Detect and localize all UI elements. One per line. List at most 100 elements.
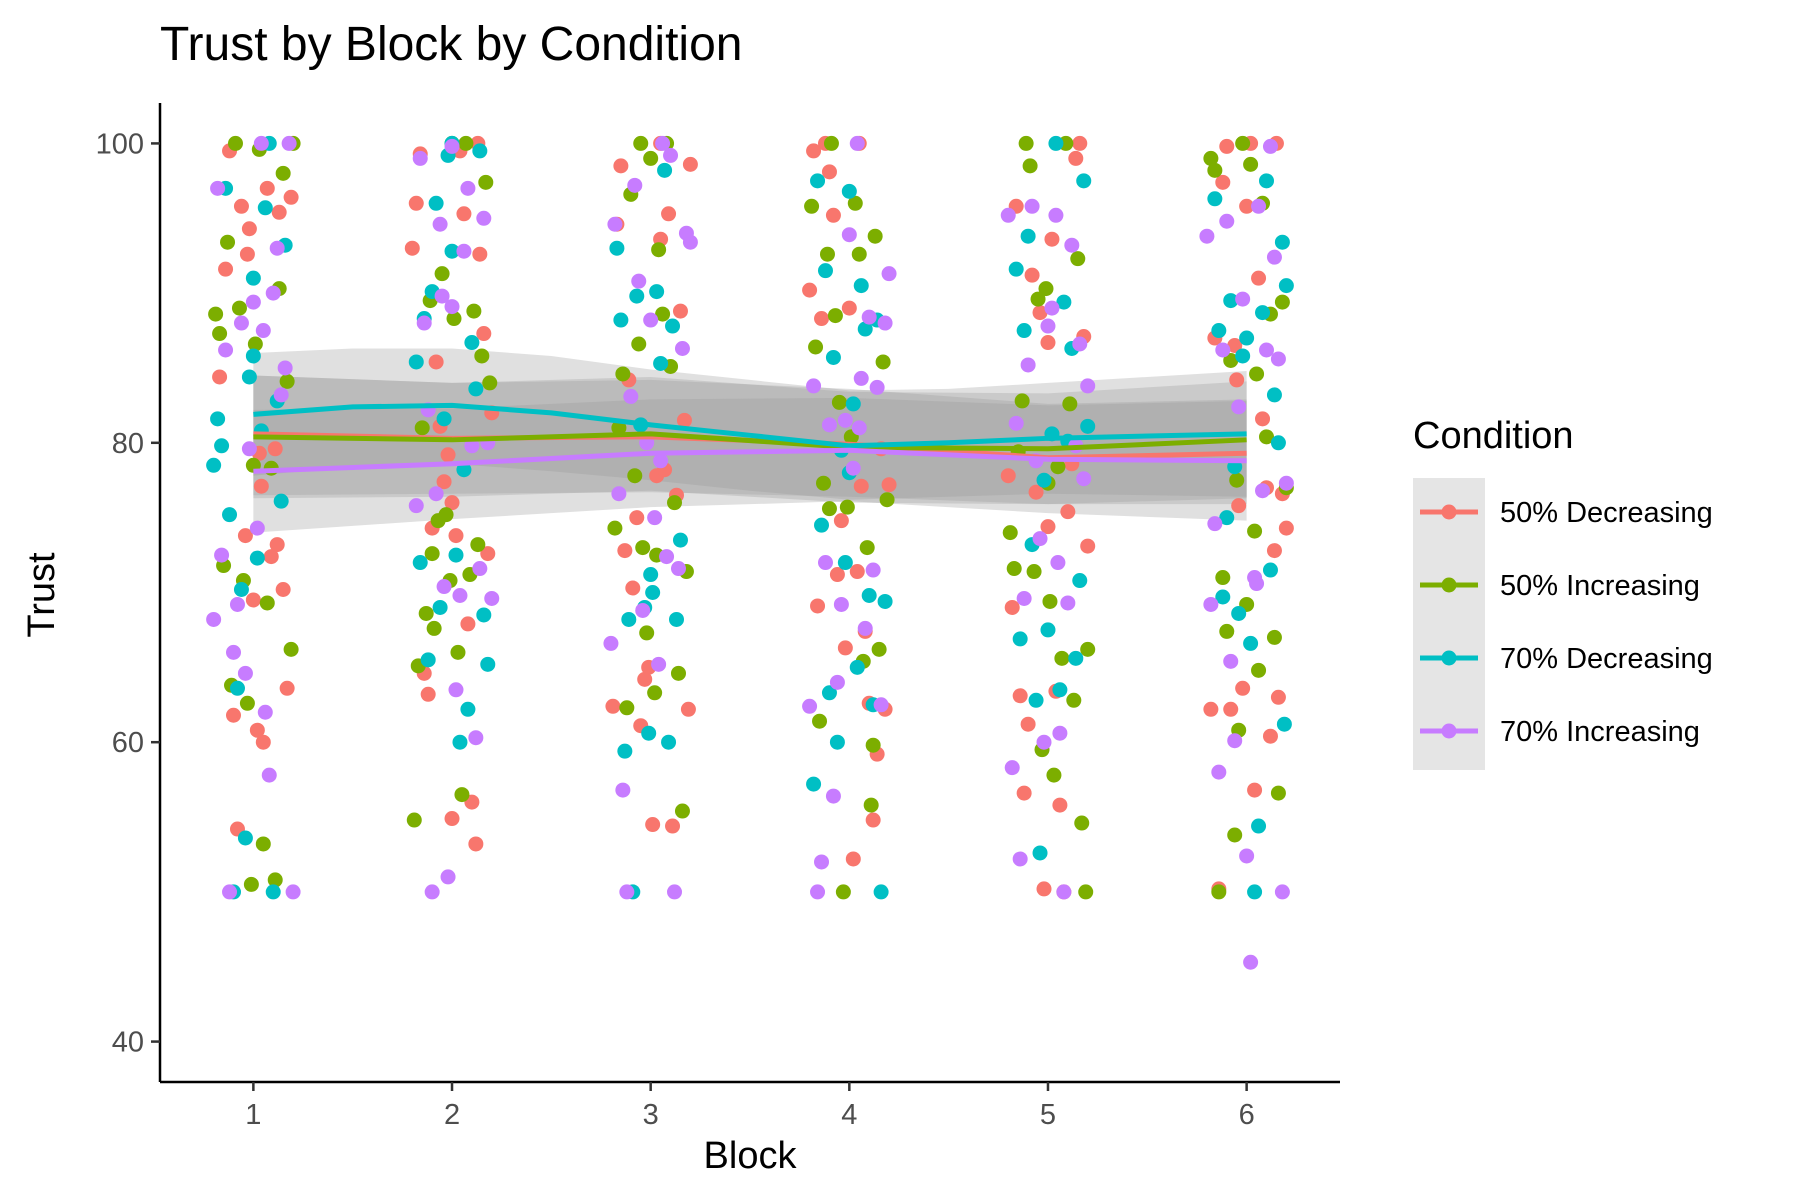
data-point [1044,300,1060,316]
data-point [263,549,279,565]
data-point [869,379,885,395]
data-point [460,701,476,717]
legend-label: 50% Decreasing [1500,497,1713,529]
data-point [821,685,837,701]
data-point [643,150,659,166]
data-point [1203,150,1219,166]
data-point [1207,516,1223,532]
data-point [825,349,841,365]
data-point [452,587,468,603]
data-point [229,680,245,696]
data-point [470,537,486,553]
data-point [613,312,629,328]
data-point [837,640,853,656]
data-point [273,387,289,403]
data-point [1050,555,1066,571]
data-point [674,340,690,356]
data-point [476,607,492,623]
data-point [218,261,234,277]
data-point [255,836,271,852]
y-tick-label: 60 [112,727,144,759]
data-point [831,394,847,410]
data-point [1000,207,1016,223]
data-point [1247,523,1263,539]
data-point [444,243,460,259]
data-point [418,605,434,621]
data-point [1255,411,1271,427]
data-point [680,701,696,717]
data-point [841,227,857,243]
data-point [1040,318,1056,334]
legend-label: 50% Increasing [1500,570,1700,602]
data-point [1243,635,1259,651]
data-point [472,246,488,262]
data-point [841,183,857,199]
data-point [1016,590,1032,606]
data-point [829,674,845,690]
data-point [1032,305,1048,321]
data-point [269,240,285,256]
data-point [1247,782,1263,798]
data-point [434,288,450,304]
trend-line [253,402,1247,449]
data-point [649,284,665,300]
data-point [833,513,849,529]
data-point [273,493,289,509]
data-point [661,206,677,222]
data-point [816,475,832,491]
data-point [1258,429,1274,445]
data-point [613,158,629,174]
data-point [1219,510,1235,526]
data-point [806,378,822,394]
data-point [1008,261,1024,277]
data-point [1006,561,1022,577]
legend-label: 70% Increasing [1500,716,1700,748]
data-point [665,818,681,834]
x-axis-title: Block [704,1135,798,1177]
data-point [670,665,686,681]
data-point [245,294,261,310]
data-point [651,656,667,672]
data-point [1215,589,1231,605]
data-point [806,776,822,792]
data-point [1278,278,1294,294]
data-point [1251,198,1267,214]
data-point [1074,815,1090,831]
data-point [1262,138,1278,154]
data-point [643,567,659,583]
data-point [879,492,895,508]
data-point [845,460,861,476]
data-point [440,447,456,463]
data-point [474,348,490,364]
data-point [839,499,855,515]
y-tick-label: 100 [96,128,144,160]
data-point [1068,650,1084,666]
data-point [631,273,647,289]
data-point [227,135,243,151]
y-axis-title: Trust [21,552,63,638]
data-point [672,303,688,319]
confidence-band [253,397,1247,533]
data-point [847,195,863,211]
data-point [672,532,688,548]
data-point [1020,228,1036,244]
data-point [408,498,424,514]
data-point [670,561,686,577]
data-point [283,641,299,657]
data-point [1235,135,1251,151]
data-point [668,611,684,627]
data-point [226,707,242,723]
data-point [1278,520,1294,536]
data-point [241,369,257,385]
data-point [233,198,249,214]
data-point [621,611,637,627]
data-point [1036,472,1052,488]
data-point [212,326,228,342]
data-point [857,321,873,337]
data-point [663,147,679,163]
data-point [810,598,826,614]
data-point [821,501,837,517]
data-point [827,308,843,324]
data-point [279,680,295,696]
y-tick-label: 40 [112,1027,144,1059]
